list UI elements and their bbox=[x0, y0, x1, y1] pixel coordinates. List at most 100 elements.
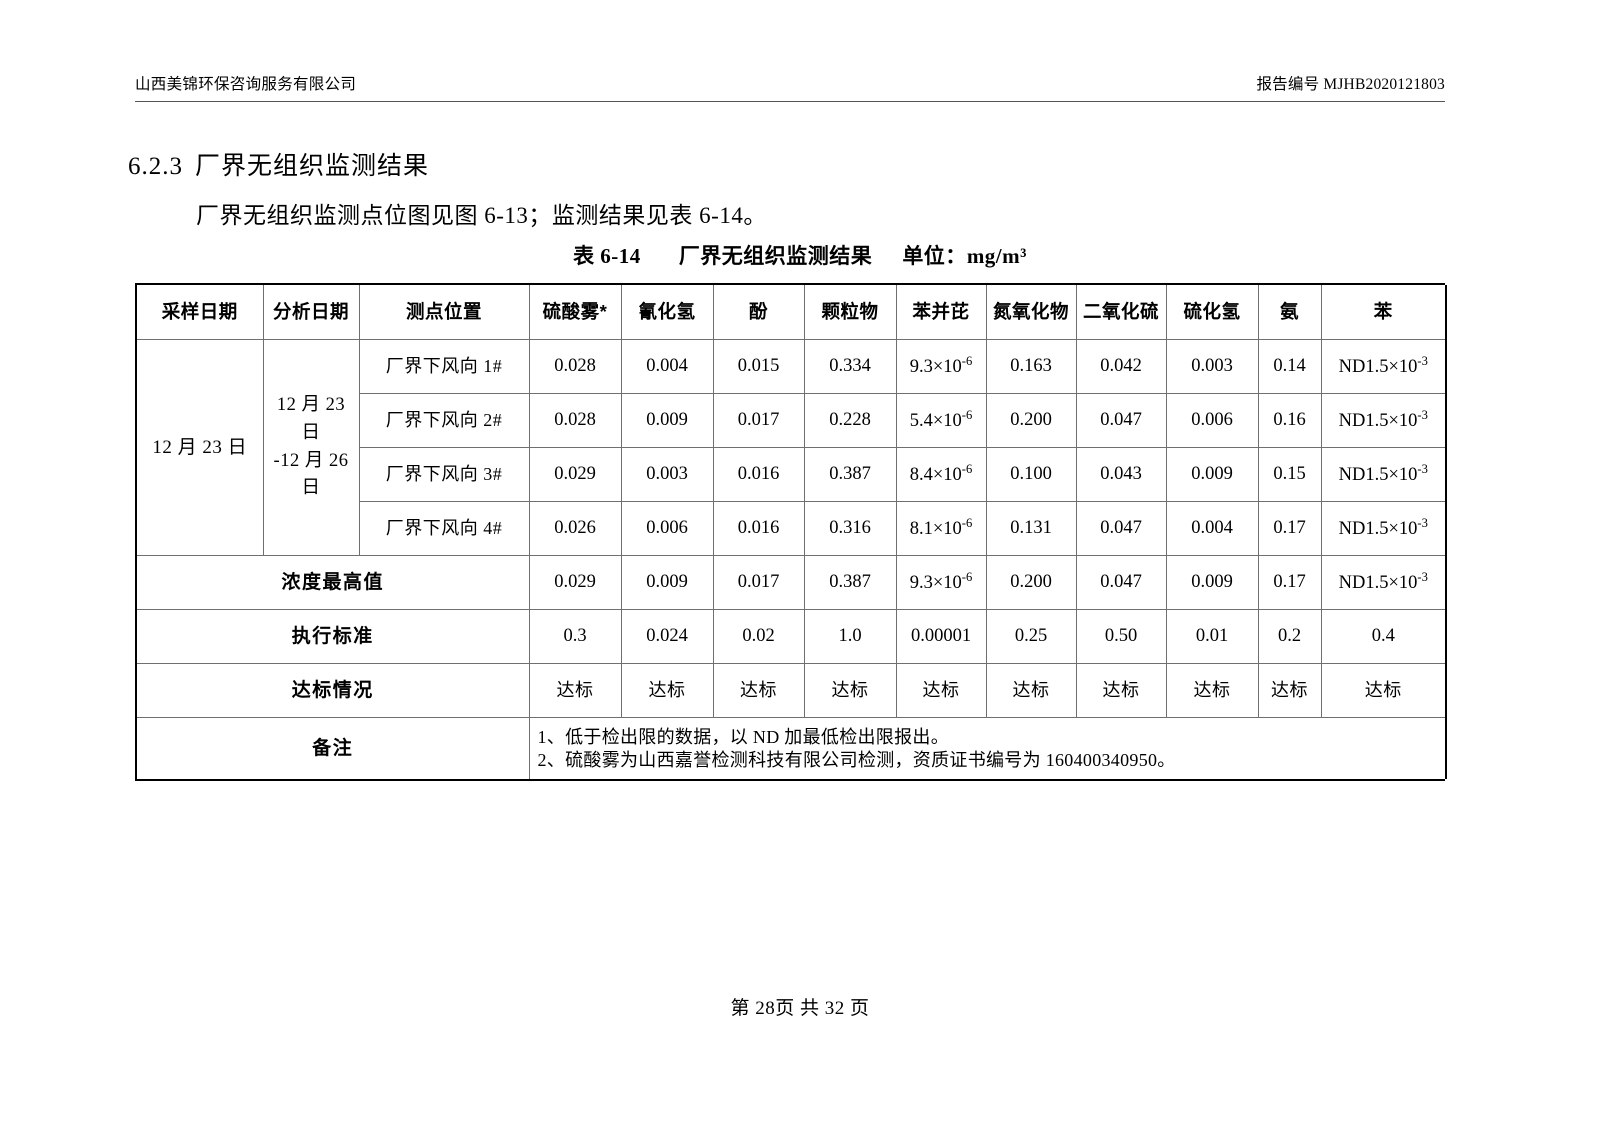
cell-particulate: 0.387 bbox=[803, 447, 897, 502]
section-number: 6.2.3 bbox=[128, 153, 183, 180]
col-header-sampling-date: 采样日期 bbox=[135, 285, 264, 340]
col-header-hydrogen-cyanide: 氰化氢 bbox=[620, 285, 714, 340]
monitoring-results-table: 采样日期 分析日期 测点位置 硫酸雾* 氰化氢 酚 颗粒物 苯并芘 氮氧化物 二… bbox=[135, 285, 1447, 779]
cell-benzene: 0.4 bbox=[1320, 609, 1447, 664]
cell-nitrogen-oxides: 0.200 bbox=[985, 393, 1077, 448]
max-concentration-row: 浓度最高值 0.029 0.009 0.017 0.387 9.3×10-6 0… bbox=[135, 555, 1447, 610]
cell-benzo-a-pyrene: 5.4×10-6 bbox=[895, 393, 987, 448]
cell-ammonia: 0.2 bbox=[1257, 609, 1322, 664]
col-header-nitrogen-oxides: 氮氧化物 bbox=[985, 285, 1077, 340]
cell-hydrogen-sulfide: 0.003 bbox=[1165, 339, 1259, 394]
cell-benzo-a-pyrene: 8.4×10-6 bbox=[895, 447, 987, 502]
cell-hydrogen-cyanide: 0.009 bbox=[620, 555, 714, 610]
cell-sulfuric-acid-mist: 0.026 bbox=[528, 501, 622, 556]
table-caption-title: 厂界无组织监测结果 bbox=[678, 244, 873, 268]
cell-ammonia: 0.17 bbox=[1257, 501, 1322, 556]
cell-sulfuric-acid-mist: 达标 bbox=[528, 663, 622, 718]
cell-ammonia: 达标 bbox=[1257, 663, 1322, 718]
cell-phenol: 0.017 bbox=[712, 393, 805, 448]
cell-sulfur-dioxide: 0.047 bbox=[1075, 393, 1167, 448]
cell-particulate: 0.387 bbox=[803, 555, 897, 610]
cell-ammonia: 0.16 bbox=[1257, 393, 1322, 448]
table-row: 厂界下风向 4# 0.026 0.006 0.016 0.316 8.1×10-… bbox=[136, 501, 1447, 556]
cell-sampling-date: 12 月 23 日 bbox=[135, 339, 264, 556]
cell-phenol: 0.017 bbox=[712, 555, 805, 610]
cell-benzo-a-pyrene: 0.00001 bbox=[895, 609, 987, 664]
cell-particulate: 0.316 bbox=[803, 501, 897, 556]
cell-benzene: 达标 bbox=[1320, 663, 1447, 718]
cell-location: 厂界下风向 2# bbox=[358, 393, 530, 448]
table-header-row: 采样日期 分析日期 测点位置 硫酸雾* 氰化氢 酚 颗粒物 苯并芘 氮氧化物 二… bbox=[135, 285, 1447, 340]
running-header: 山西美锦环保咨询服务有限公司 报告编号 MJHB2020121803 bbox=[135, 76, 1445, 95]
col-header-particulate: 颗粒物 bbox=[803, 285, 897, 340]
cell-sulfur-dioxide: 0.042 bbox=[1075, 339, 1167, 394]
col-header-benzene: 苯 bbox=[1320, 285, 1447, 340]
cell-hydrogen-sulfide: 0.009 bbox=[1165, 555, 1259, 610]
cell-sulfuric-acid-mist: 0.029 bbox=[528, 447, 622, 502]
cell-hydrogen-sulfide: 0.009 bbox=[1165, 447, 1259, 502]
cell-sulfuric-acid-mist: 0.028 bbox=[528, 393, 622, 448]
col-header-phenol: 酚 bbox=[712, 285, 805, 340]
cell-nitrogen-oxides: 0.100 bbox=[985, 447, 1077, 502]
cell-sulfuric-acid-mist: 0.029 bbox=[528, 555, 622, 610]
cell-phenol: 0.015 bbox=[712, 339, 805, 394]
cell-phenol: 达标 bbox=[712, 663, 805, 718]
analysis-date-line-1: 12 月 23 日 bbox=[276, 395, 346, 443]
cell-phenol: 0.016 bbox=[712, 447, 805, 502]
cell-hydrogen-sulfide: 0.01 bbox=[1165, 609, 1259, 664]
section-heading: 6.2.3 厂界无组织监测结果 bbox=[128, 146, 429, 182]
section-title: 厂界无组织监测结果 bbox=[195, 153, 430, 180]
cell-hydrogen-cyanide: 0.003 bbox=[620, 447, 714, 502]
cell-particulate: 1.0 bbox=[803, 609, 897, 664]
row-label-compliance: 达标情况 bbox=[135, 663, 530, 718]
cell-sulfur-dioxide: 0.047 bbox=[1075, 501, 1167, 556]
cell-hydrogen-cyanide: 0.004 bbox=[620, 339, 714, 394]
section-body-text: 厂界无组织监测点位图见图 6-13；监测结果见表 6-14。 bbox=[196, 203, 767, 228]
cell-benzene: ND1.5×10-3 bbox=[1320, 447, 1447, 502]
cell-sulfur-dioxide: 达标 bbox=[1075, 663, 1167, 718]
cell-particulate: 0.334 bbox=[803, 339, 897, 394]
table-row: 12 月 23 日 12 月 23 日 -12 月 26 日 厂界下风向 1# … bbox=[135, 339, 1447, 556]
cell-location: 厂界下风向 4# bbox=[358, 501, 530, 556]
col-header-hydrogen-sulfide: 硫化氢 bbox=[1165, 285, 1259, 340]
cell-benzo-a-pyrene: 达标 bbox=[895, 663, 987, 718]
note-line-2: 2、硫酸雾为山西嘉誉检测科技有限公司检测，资质证书编号为 16040034095… bbox=[537, 749, 1176, 770]
col-header-ammonia: 氨 bbox=[1257, 285, 1322, 340]
cell-hydrogen-sulfide: 0.006 bbox=[1165, 393, 1259, 448]
compliance-row: 达标情况 达标 达标 达标 达标 达标 达标 达标 达标 达标 达标 bbox=[135, 663, 1447, 718]
cell-analysis-date: 12 月 23 日 -12 月 26 日 bbox=[262, 339, 360, 556]
cell-nitrogen-oxides: 0.200 bbox=[985, 555, 1077, 610]
col-header-analysis-date: 分析日期 bbox=[262, 285, 360, 340]
notes-row: 备注 1、低于检出限的数据，以 ND 加最低检出限报出。 2、硫酸雾为山西嘉誉检… bbox=[135, 717, 1447, 779]
cell-phenol: 0.02 bbox=[712, 609, 805, 664]
cell-sulfuric-acid-mist: 0.028 bbox=[528, 339, 622, 394]
cell-benzene: ND1.5×10-3 bbox=[1320, 339, 1447, 394]
cell-sulfuric-acid-mist: 0.3 bbox=[528, 609, 622, 664]
standard-row: 执行标准 0.3 0.024 0.02 1.0 0.00001 0.25 0.5… bbox=[135, 609, 1447, 664]
monitoring-results-table-wrapper: 采样日期 分析日期 测点位置 硫酸雾* 氰化氢 酚 颗粒物 苯并芘 氮氧化物 二… bbox=[135, 283, 1447, 781]
cell-nitrogen-oxides: 0.25 bbox=[985, 609, 1077, 664]
cell-sulfur-dioxide: 0.50 bbox=[1075, 609, 1167, 664]
col-header-sulfur-dioxide: 二氧化硫 bbox=[1075, 285, 1167, 340]
cell-phenol: 0.016 bbox=[712, 501, 805, 556]
cell-ammonia: 0.15 bbox=[1257, 447, 1322, 502]
cell-benzo-a-pyrene: 9.3×10-6 bbox=[895, 555, 987, 610]
cell-nitrogen-oxides: 0.131 bbox=[985, 501, 1077, 556]
col-header-location: 测点位置 bbox=[358, 285, 530, 340]
cell-hydrogen-sulfide: 达标 bbox=[1165, 663, 1259, 718]
cell-location: 厂界下风向 1# bbox=[358, 339, 530, 394]
col-header-sulfuric-acid-mist: 硫酸雾* bbox=[528, 285, 622, 340]
notes-content: 1、低于检出限的数据，以 ND 加最低检出限报出。 2、硫酸雾为山西嘉誉检测科技… bbox=[528, 717, 1447, 779]
cell-benzene: ND1.5×10-3 bbox=[1320, 501, 1447, 556]
note-line-1: 1、低于检出限的数据，以 ND 加最低检出限报出。 bbox=[537, 727, 949, 747]
cell-particulate: 达标 bbox=[803, 663, 897, 718]
table-caption-unit-value: mg/m³ bbox=[966, 244, 1027, 268]
table-caption-label: 表 6-14 bbox=[573, 244, 641, 268]
cell-location: 厂界下风向 3# bbox=[358, 447, 530, 502]
cell-particulate: 0.228 bbox=[803, 393, 897, 448]
analysis-date-line-2: -12 月 26 日 bbox=[273, 450, 349, 499]
cell-benzene: ND1.5×10-3 bbox=[1320, 393, 1447, 448]
cell-nitrogen-oxides: 0.163 bbox=[985, 339, 1077, 394]
header-report-number: 报告编号 MJHB2020121803 bbox=[1256, 76, 1445, 93]
